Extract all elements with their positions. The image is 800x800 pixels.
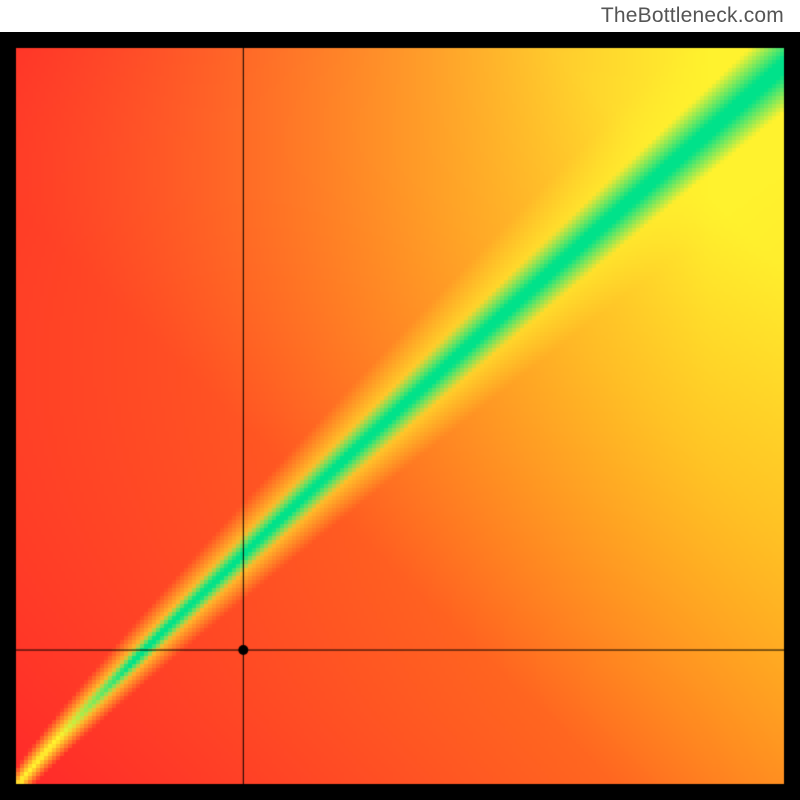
chart-container: TheBottleneck.com [0, 0, 800, 800]
watermark-text: TheBottleneck.com [599, 4, 786, 28]
heatmap-canvas [0, 32, 800, 800]
